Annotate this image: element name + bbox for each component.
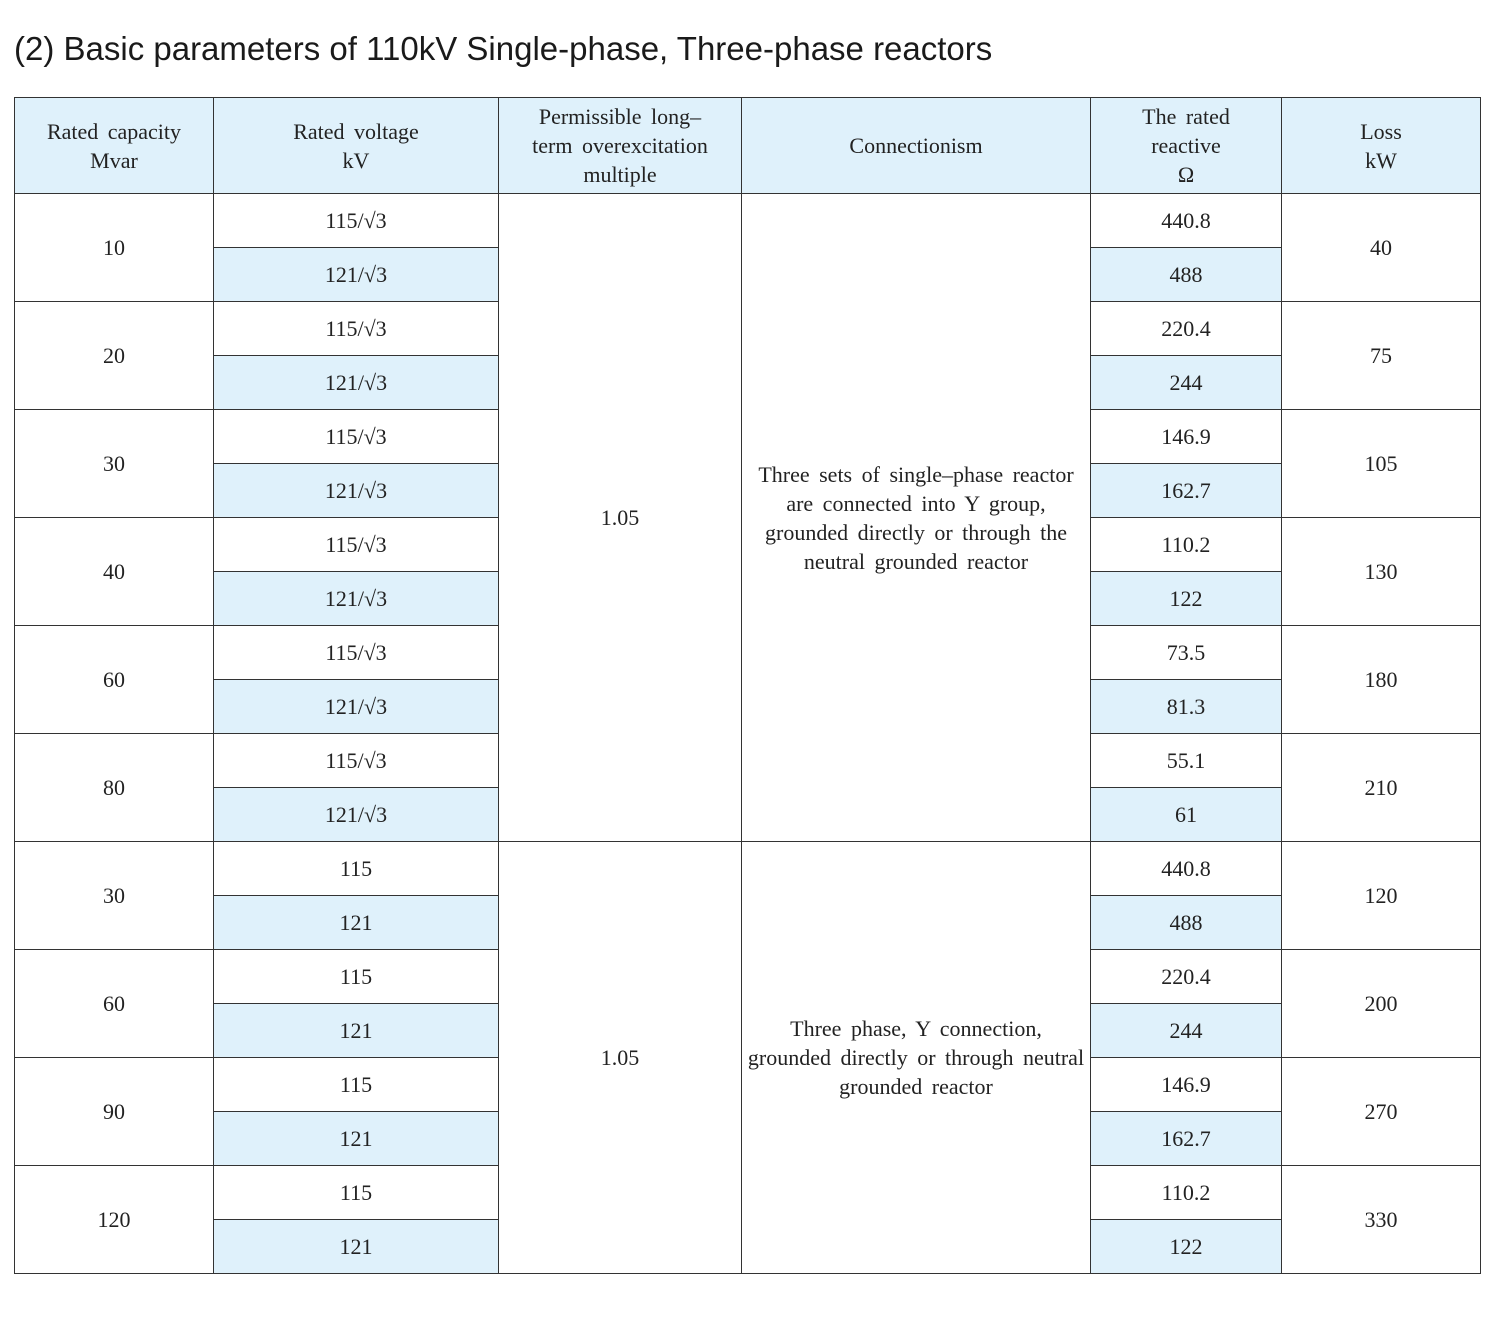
table-row: 121/√3 244 [15, 355, 1481, 410]
voltage-cell: 115 [213, 949, 499, 1004]
reactance-cell: 488 [1090, 247, 1282, 302]
loss-cell: 330 [1281, 1165, 1481, 1274]
voltage-cell: 121 [213, 1219, 499, 1274]
header-rated-capacity: Rated capacity Mvar [14, 97, 214, 194]
table-row: 120 115 110.2 330 [14, 1165, 1481, 1274]
header-loss: Loss kW [1281, 97, 1481, 194]
header-connectionism: Connectionism [741, 97, 1091, 194]
table-row: 121/√3 162.7 [15, 463, 1481, 518]
table-row: 121 244 [15, 1003, 1481, 1058]
reactance-cell: 440.8 [1090, 841, 1282, 896]
page-title: (2) Basic parameters of 110kV Single-pha… [14, 30, 993, 67]
reactance-cell: 146.9 [1090, 1057, 1282, 1112]
voltage-cell: 115/√3 [213, 193, 499, 248]
reactance-cell: 81.3 [1090, 679, 1282, 734]
table-row: 40 115/√3 110.2 130 [14, 517, 1481, 626]
table-row: 60 115 220.4 200 [14, 949, 1481, 1058]
table-row: 20 115/√3 220.4 75 [14, 301, 1481, 410]
table-row: 80 115/√3 55.1 210 [14, 733, 1481, 842]
reactance-cell: 122 [1090, 571, 1282, 626]
connection-cell: Three sets of single–phase reactor are c… [741, 193, 1091, 842]
table-row: 121/√3 488 [15, 247, 1481, 302]
capacity-cell: 10 [14, 193, 214, 302]
voltage-cell: 121 [213, 895, 499, 950]
reactance-cell: 61 [1090, 787, 1282, 842]
table-row: 30 115 1.05 Three phase, Y connection, grou… [14, 841, 1481, 1274]
reactance-cell: 110.2 [1090, 1165, 1282, 1220]
voltage-cell: 115/√3 [213, 625, 499, 680]
table-row: 121 162.7 [15, 1111, 1481, 1166]
reactance-cell: 440.8 [1090, 193, 1282, 248]
multiple-cell: 1.05 [498, 193, 742, 842]
table-row: 121/√3 61 [15, 787, 1481, 842]
table-row: 121 122 [15, 1219, 1481, 1274]
loss-cell: 210 [1281, 733, 1481, 842]
voltage-cell: 121 [213, 1111, 499, 1166]
capacity-cell: 20 [14, 301, 214, 410]
reactance-cell: 110.2 [1090, 517, 1282, 572]
voltage-cell: 121/√3 [213, 355, 499, 410]
reactance-cell: 488 [1090, 895, 1282, 950]
capacity-cell: 90 [14, 1057, 214, 1166]
capacity-cell: 120 [14, 1165, 214, 1274]
loss-cell: 200 [1281, 949, 1481, 1058]
reactance-cell: 122 [1090, 1219, 1282, 1274]
capacity-cell: 40 [14, 517, 214, 626]
header-row: Rated capacity Mvar Rated voltage kV Permiss… [14, 97, 1481, 194]
capacity-cell: 60 [14, 625, 214, 734]
voltage-cell: 115 [213, 841, 499, 896]
loss-cell: 105 [1281, 409, 1481, 518]
voltage-cell: 121/√3 [213, 679, 499, 734]
reactance-cell: 220.4 [1090, 301, 1282, 356]
reactance-cell: 55.1 [1090, 733, 1282, 788]
reactance-cell: 162.7 [1090, 1111, 1282, 1166]
table-row: 121/√3 81.3 [15, 679, 1481, 734]
loss-cell: 180 [1281, 625, 1481, 734]
multiple-cell: 1.05 [498, 841, 742, 1274]
voltage-cell: 121/√3 [213, 571, 499, 626]
header-rated-voltage: Rated voltage kV [213, 97, 499, 194]
voltage-cell: 121 [213, 1003, 499, 1058]
voltage-cell: 115/√3 [213, 517, 499, 572]
reactance-cell: 220.4 [1090, 949, 1282, 1004]
voltage-cell: 115/√3 [213, 409, 499, 464]
capacity-cell: 30 [14, 841, 214, 950]
loss-cell: 75 [1281, 301, 1481, 410]
loss-cell: 270 [1281, 1057, 1481, 1166]
voltage-cell: 115/√3 [213, 301, 499, 356]
voltage-cell: 121/√3 [213, 247, 499, 302]
header-rated-reactance: The rated reactive Ω [1090, 97, 1282, 194]
loss-cell: 120 [1281, 841, 1481, 950]
loss-cell: 130 [1281, 517, 1481, 626]
voltage-cell: 121/√3 [213, 463, 499, 518]
reactance-cell: 146.9 [1090, 409, 1282, 464]
reactance-cell: 162.7 [1090, 463, 1282, 518]
voltage-cell: 115/√3 [213, 733, 499, 788]
reactance-cell: 244 [1090, 1003, 1282, 1058]
capacity-cell: 60 [14, 949, 214, 1058]
capacity-cell: 80 [14, 733, 214, 842]
loss-cell: 40 [1281, 193, 1481, 302]
header-overexcitation-multiple: Permissible long– term overexcitation mult… [498, 97, 742, 194]
reactor-parameters-table: Rated capacity Mvar Rated voltage kV Permiss… [14, 97, 1481, 1274]
voltage-cell: 115 [213, 1057, 499, 1112]
table-row: 10 115/√3 1.05 Three sets of single–phase r… [14, 193, 1481, 842]
capacity-cell: 30 [14, 409, 214, 518]
table-row: 90 115 146.9 270 [14, 1057, 1481, 1166]
voltage-cell: 121/√3 [213, 787, 499, 842]
voltage-cell: 115 [213, 1165, 499, 1220]
connection-cell: Three phase, Y connection, grounded dire… [741, 841, 1091, 1274]
reactance-cell: 244 [1090, 355, 1282, 410]
reactance-cell: 73.5 [1090, 625, 1282, 680]
table-row: 121/√3 122 [15, 571, 1481, 626]
